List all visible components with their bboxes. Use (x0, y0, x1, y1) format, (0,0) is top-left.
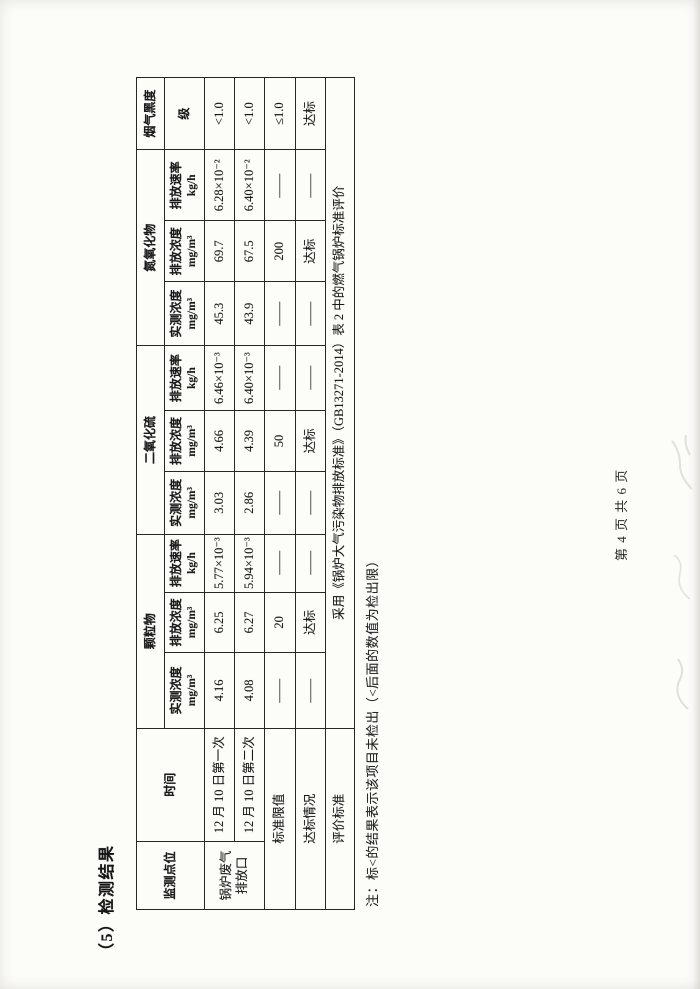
cell-pm-emission-1: 6.25 (204, 592, 235, 653)
limit-nox-rate: — (264, 149, 296, 221)
status-so2-measured: — (295, 471, 326, 535)
page-number: 第 4 页 共 6 页 (614, 468, 629, 561)
group-header-so2: 二氧化硫 (136, 345, 165, 535)
cell-smoke-1: <1.0 (204, 77, 235, 150)
group-header-smoke-blackness: 烟气黑度 (136, 77, 165, 150)
limit-nox-measured: — (264, 281, 296, 346)
data-row-first-test: 锅炉废气 排放口 12 月 10 日第一次 4.16 6.25 5.77×10⁻³… (204, 77, 265, 910)
cell-so2-measured-1: 3.03 (204, 471, 235, 535)
status-pm-emission: 达标 (295, 592, 326, 653)
subheader-pm-emission: 排放浓度 mg/m³ (164, 592, 205, 653)
evaluation-standard-content: 采用《锅炉大气污染物排放标准》（GB13271-2014）表 2 中的燃气锅炉标… (325, 77, 355, 729)
row-evaluation-standard: 评价标准 采用《锅炉大气污染物排放标准》（GB13271-2014）表 2 中的… (325, 77, 355, 910)
cell-pm-rate-1: 5.77×10⁻³ (204, 534, 235, 593)
label-evaluation-standard: 评价标准 (325, 728, 355, 910)
subheader-nox-rate: 排放速率 kg/h (164, 149, 205, 221)
limit-pm-measured: — (264, 652, 296, 729)
scan-edge-shadow (692, 0, 700, 989)
status-nox-measured: — (295, 281, 326, 346)
cell-smoke-2: <1.0 (234, 77, 265, 150)
header-row-groups: 监测点位 时间 颗粒物 二氧化硫 氮氧化物 烟气黑度 (136, 77, 205, 910)
cell-so2-measured-2: 2.86 (234, 471, 265, 535)
cell-time-1: 12 月 10 日第一次 (204, 728, 235, 842)
cell-nox-emission-2: 67.5 (234, 220, 265, 282)
label-standard-limit: 标准限值 (264, 728, 296, 910)
cell-pm-measured-2: 4.08 (234, 652, 265, 729)
cell-nox-emission-1: 69.7 (204, 220, 235, 282)
cell-pm-rate-2: 5.94×10⁻³ (234, 534, 265, 593)
subheader-nox-emission: 排放浓度 mg/m³ (164, 220, 205, 282)
col-header-monitor-point: 监测点位 (136, 841, 205, 910)
results-table: 监测点位 时间 颗粒物 二氧化硫 氮氧化物 烟气黑度 实测浓度 mg/m³ 排放浓… (136, 77, 355, 910)
cell-pm-measured-1: 4.16 (204, 652, 235, 729)
cell-nox-rate-1: 6.28×10⁻² (204, 149, 235, 221)
limit-so2-rate: — (264, 345, 296, 411)
subheader-so2-rate: 排放速率 kg/h (164, 345, 205, 411)
row-standard-limit: 标准限值 — 20 — — 50 — — 200 — ≤1.0 (264, 77, 296, 910)
subheader-pm-rate: 排放速率 kg/h (164, 534, 205, 593)
cell-so2-rate-1: 6.46×10⁻³ (204, 345, 235, 411)
cell-nox-measured-2: 43.9 (234, 281, 265, 346)
cell-time-2: 12 月 10 日第二次 (234, 728, 265, 842)
status-pm-measured: — (295, 652, 326, 729)
col-header-time: 时间 (136, 728, 205, 842)
group-header-particulate: 颗粒物 (136, 534, 165, 729)
limit-so2-measured: — (264, 471, 296, 535)
status-nox-rate: — (295, 149, 326, 221)
cell-so2-emission-1: 4.66 (204, 410, 235, 472)
data-row-second-test: 12 月 10 日第二次 4.08 6.27 5.94×10⁻³ 2.86 4.… (234, 77, 265, 910)
pencil-smudge-marks (671, 434, 693, 710)
row-compliance-status: 达标情况 — 达标 — — 达标 — — 达标 — 达标 (295, 77, 326, 910)
status-nox-emission: 达标 (295, 220, 326, 282)
cell-nox-measured-1: 45.3 (204, 281, 235, 346)
cell-monitor-point: 锅炉废气 排放口 (204, 841, 265, 910)
limit-so2-emission: 50 (264, 410, 296, 472)
limit-pm-rate: — (264, 534, 296, 593)
status-pm-rate: — (295, 534, 326, 593)
table-footnote: 注：标<的结果表示该项目未检出（<后面的数值为检出限） (365, 553, 380, 907)
subheader-so2-emission: 排放浓度 mg/m³ (164, 410, 205, 472)
cell-so2-rate-2: 6.40×10⁻³ (234, 345, 265, 411)
group-header-nox: 氮氧化物 (136, 149, 165, 346)
limit-nox-emission: 200 (264, 220, 296, 282)
status-so2-rate: — (295, 345, 326, 411)
cell-pm-emission-2: 6.27 (234, 592, 265, 653)
subheader-so2-measured: 实测浓度 mg/m³ (164, 471, 205, 535)
status-so2-emission: 达标 (295, 410, 326, 472)
subheader-pm-measured: 实测浓度 mg/m³ (164, 652, 205, 729)
section-title: （5）检测结果 (99, 844, 116, 959)
subheader-nox-measured: 实测浓度 mg/m³ (164, 281, 205, 346)
subheader-smoke-grade: 级 (164, 77, 205, 150)
cell-nox-rate-2: 6.40×10⁻² (234, 149, 265, 221)
cell-so2-emission-2: 4.39 (234, 410, 265, 472)
status-smoke: 达标 (295, 77, 326, 150)
limit-smoke: ≤1.0 (264, 77, 296, 150)
limit-pm-emission: 20 (264, 592, 296, 653)
label-compliance-status: 达标情况 (295, 728, 326, 910)
